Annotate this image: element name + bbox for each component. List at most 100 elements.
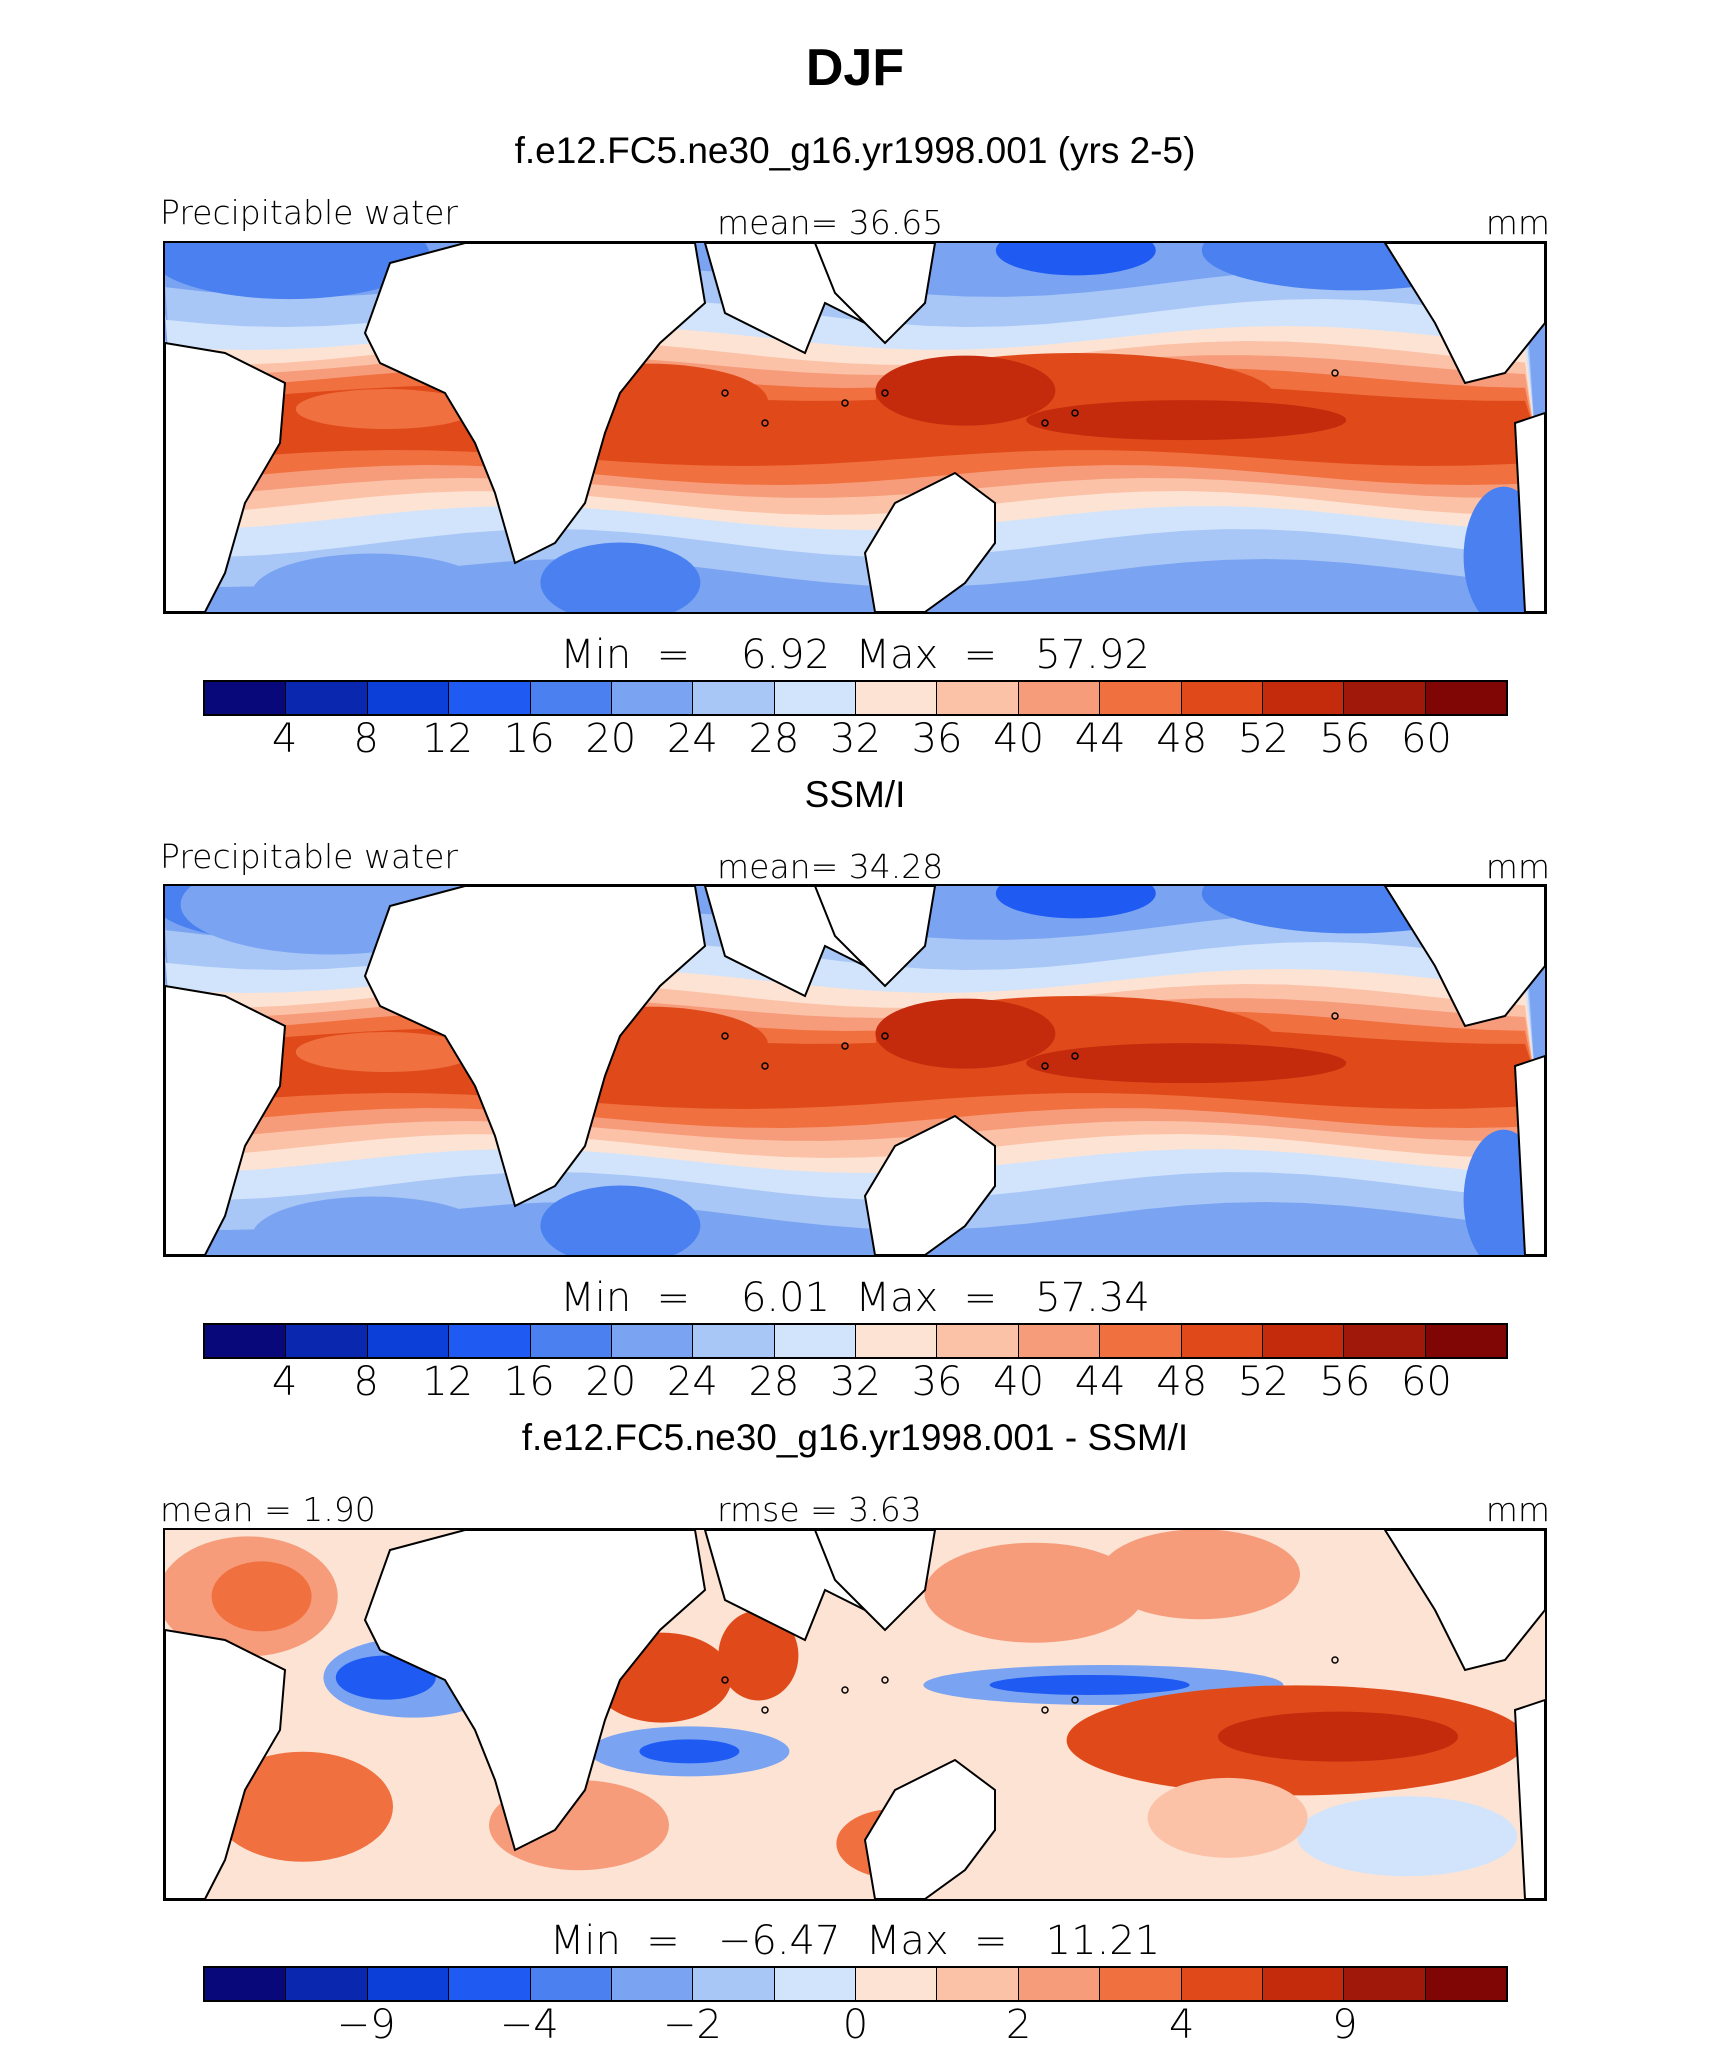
- panel-1-variable-label: Precipitable water: [160, 193, 458, 232]
- land-outline: [813, 243, 937, 345]
- colorbar-segment: [286, 1325, 368, 1357]
- land-outline: [863, 1114, 996, 1255]
- panel-3-rmse-label: rmse = 3.63: [717, 1490, 922, 1529]
- colorbar-segment: [774, 1968, 856, 2000]
- field-contour: [875, 355, 1056, 426]
- colorbar-tick-label: −2: [662, 2002, 722, 2048]
- colorbar-segment: [1262, 1968, 1345, 2000]
- colorbar-tick-label: 60: [1400, 1359, 1452, 1405]
- field-contour: [995, 886, 1156, 919]
- colorbar-segment: [1181, 1968, 1263, 2000]
- colorbar-tick-label: 44: [1074, 716, 1126, 762]
- colorbar-segment: [611, 1325, 694, 1357]
- field-contour: [1100, 1530, 1300, 1620]
- colorbar-tick-label: 4: [271, 1359, 298, 1405]
- panel-2-map: [163, 884, 1547, 1257]
- colorbar-tick-label: 52: [1237, 1359, 1289, 1405]
- land-outline: [813, 1530, 937, 1632]
- island-marker: [721, 1032, 729, 1040]
- island-marker: [841, 1042, 849, 1050]
- colorbar-tick-label: 28: [748, 1359, 800, 1405]
- panel-3-units-label: mm: [1485, 1490, 1550, 1529]
- colorbar-segment: [1262, 682, 1345, 714]
- field-contour: [1026, 400, 1347, 441]
- colorbar-tick-label: 9: [1332, 2002, 1358, 2048]
- colorbar-tick-label: 52: [1237, 716, 1289, 762]
- colorbar-segment: [1425, 1968, 1506, 2000]
- colorbar-tick-label: 24: [666, 716, 718, 762]
- colorbar-segment: [286, 1968, 368, 2000]
- colorbar-tick-label: 2: [1005, 2002, 1032, 2048]
- panel-2-colorbar-ticks: 4 8 12 16 20 24 28 32 36 40 44 48 52 56 60: [203, 1359, 1508, 1409]
- colorbar-segment: [530, 682, 612, 714]
- colorbar-tick-label: 12: [422, 716, 474, 762]
- colorbar-tick-label: 0: [842, 2002, 869, 2048]
- field-contour: [252, 1196, 492, 1255]
- colorbar-tick-label: 12: [422, 1359, 474, 1405]
- panel-3-minmax: Min = −6.47 Max = 11.21: [549, 1918, 1161, 1964]
- colorbar-segment: [856, 682, 938, 714]
- colorbar-segment: [1262, 1325, 1345, 1357]
- colorbar-segment: [937, 682, 1019, 714]
- field-contour: [875, 998, 1056, 1069]
- field-contour: [540, 1185, 701, 1255]
- colorbar-segment: [937, 1968, 1019, 2000]
- colorbar-segment: [1344, 1968, 1426, 2000]
- island-marker: [1331, 1012, 1339, 1020]
- land-outline: [165, 1628, 287, 1899]
- colorbar-segment: [1181, 1325, 1263, 1357]
- panel-3-mean-label: mean = 1.90: [160, 1490, 376, 1529]
- island-marker: [881, 1032, 889, 1040]
- field-contour: [335, 1655, 436, 1700]
- colorbar-tick-label: 24: [666, 1359, 718, 1405]
- colorbar-tick-label: −4: [499, 2002, 559, 2048]
- field-contour: [1218, 1711, 1458, 1762]
- panel-1-colorbar: [203, 680, 1508, 716]
- land-outline: [363, 886, 707, 1208]
- colorbar-tick-label: 44: [1074, 1359, 1126, 1405]
- colorbar-tick-label: 20: [585, 716, 637, 762]
- island-marker: [761, 1062, 769, 1070]
- field-contour: [924, 1542, 1145, 1643]
- colorbar-tick-label: 4: [1169, 2002, 1195, 2048]
- colorbar-segment: [1100, 1325, 1182, 1357]
- island-marker: [1071, 409, 1079, 417]
- colorbar-tick-label: 32: [830, 716, 881, 762]
- colorbar-tick-label: 40: [993, 1359, 1045, 1405]
- field-contour: [639, 1739, 740, 1764]
- colorbar-tick-label: −9: [336, 2002, 396, 2048]
- colorbar-tick-label: 8: [353, 1359, 379, 1405]
- colorbar-segment: [1018, 682, 1101, 714]
- colorbar-segment: [367, 682, 450, 714]
- island-marker: [1331, 1656, 1339, 1664]
- colorbar-tick-label: 60: [1400, 716, 1452, 762]
- colorbar-tick-label: 48: [1156, 716, 1208, 762]
- colorbar-segment: [449, 682, 531, 714]
- colorbar-tick-label: 20: [585, 1359, 637, 1405]
- panel-2-variable-label: Precipitable water: [160, 837, 458, 876]
- field-contour: [718, 1610, 799, 1701]
- land-outline: [363, 243, 707, 565]
- field-contour: [211, 1561, 312, 1632]
- field-contour: [989, 1674, 1190, 1695]
- island-marker: [1041, 419, 1049, 427]
- land-outline: [863, 1758, 996, 1899]
- colorbar-segment: [693, 682, 775, 714]
- colorbar-tick-label: 56: [1319, 1359, 1371, 1405]
- field-contour: [540, 542, 701, 612]
- colorbar-tick-label: 4: [271, 716, 298, 762]
- land-outline: [1383, 1530, 1545, 1672]
- island-marker: [761, 419, 769, 427]
- colorbar-segment: [937, 1325, 1019, 1357]
- colorbar-segment: [1100, 682, 1182, 714]
- island-marker: [1071, 1052, 1079, 1060]
- panel-3-colorbar: [203, 1966, 1508, 2002]
- colorbar-segment: [1181, 682, 1263, 714]
- field-contour: [213, 1751, 393, 1862]
- colorbar-segment: [1425, 1325, 1506, 1357]
- field-contour: [252, 553, 492, 612]
- colorbar-segment: [367, 1325, 450, 1357]
- colorbar-segment: [693, 1325, 775, 1357]
- field-contour: [1026, 1043, 1347, 1084]
- field-contour: [995, 243, 1156, 276]
